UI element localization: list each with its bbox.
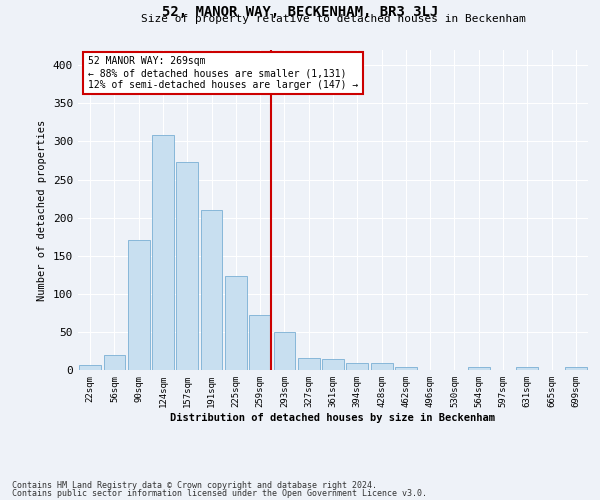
- Bar: [274, 332, 295, 370]
- Bar: [517, 367, 538, 370]
- Text: 52, MANOR WAY, BECKENHAM, BR3 3LJ: 52, MANOR WAY, BECKENHAM, BR3 3LJ: [162, 5, 438, 19]
- Bar: [298, 358, 320, 370]
- Bar: [176, 162, 198, 370]
- Bar: [200, 210, 223, 370]
- Bar: [322, 358, 344, 370]
- Bar: [104, 355, 125, 370]
- Bar: [565, 367, 587, 370]
- Text: Contains public sector information licensed under the Open Government Licence v3: Contains public sector information licen…: [12, 488, 427, 498]
- Bar: [79, 364, 101, 370]
- Text: 52 MANOR WAY: 269sqm
← 88% of detached houses are smaller (1,131)
12% of semi-de: 52 MANOR WAY: 269sqm ← 88% of detached h…: [88, 56, 358, 90]
- Title: Size of property relative to detached houses in Beckenham: Size of property relative to detached ho…: [140, 14, 526, 24]
- Bar: [346, 363, 368, 370]
- X-axis label: Distribution of detached houses by size in Beckenham: Distribution of detached houses by size …: [170, 412, 496, 422]
- Bar: [225, 276, 247, 370]
- Bar: [128, 240, 149, 370]
- Y-axis label: Number of detached properties: Number of detached properties: [37, 120, 47, 300]
- Text: Contains HM Land Registry data © Crown copyright and database right 2024.: Contains HM Land Registry data © Crown c…: [12, 481, 377, 490]
- Bar: [468, 367, 490, 370]
- Bar: [249, 315, 271, 370]
- Bar: [395, 367, 417, 370]
- Bar: [371, 363, 392, 370]
- Bar: [152, 136, 174, 370]
